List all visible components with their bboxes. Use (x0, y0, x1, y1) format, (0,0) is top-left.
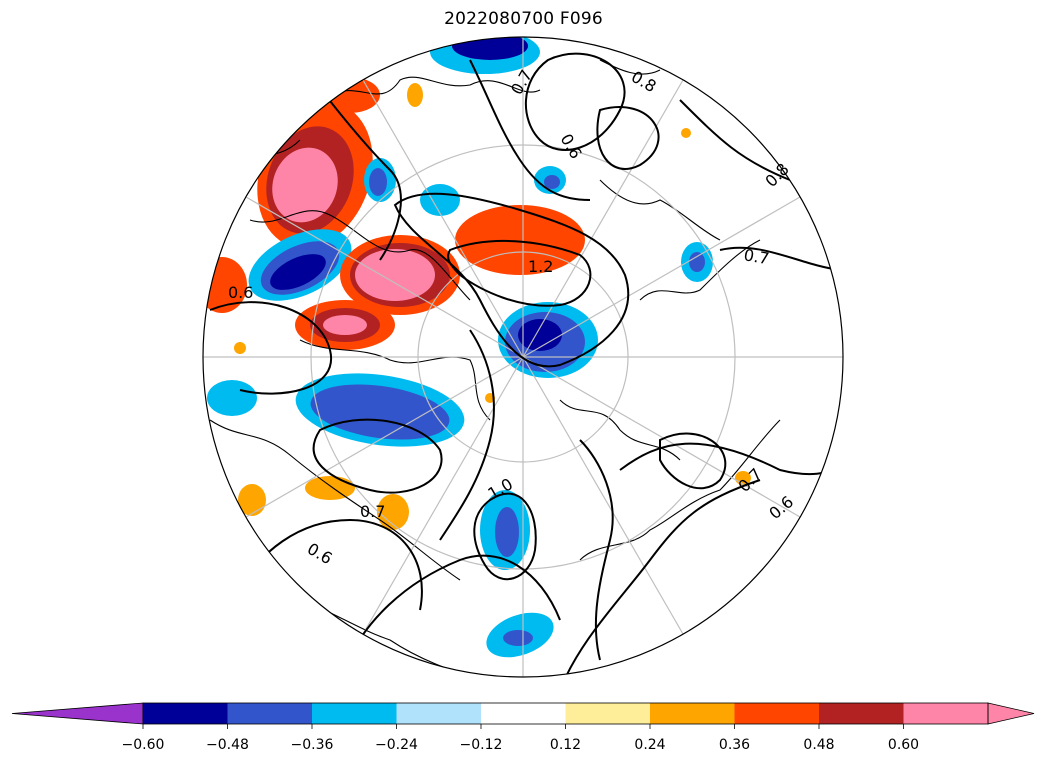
contour-label: 1.2 (528, 257, 553, 276)
colorbar-tick-label: −0.60 (122, 737, 165, 753)
colorbar-tick-label: −0.24 (375, 737, 418, 753)
colorbar-swatch (312, 703, 397, 724)
colorbar-swatch (650, 703, 735, 724)
colorbar-tick-label: 0.48 (803, 737, 834, 753)
colorbar-swatch (819, 703, 904, 724)
colorbar-tick-label: −0.36 (291, 737, 334, 753)
colorbar-swatch (565, 703, 651, 724)
colorbar-under-extension (11, 702, 144, 725)
colorbar-ticks: −0.60 −0.48 −0.36 −0.24 −0.12 0.12 0.24 0.36 0.4… (122, 724, 919, 753)
colorbar-swatch (903, 703, 989, 724)
map-boundary (202, 36, 844, 678)
colorbar-tick-label: 0.12 (550, 737, 581, 753)
colorbar-tick-label: 0.36 (719, 737, 750, 753)
colorbar-swatch (227, 703, 313, 724)
colorbar-tick-label: −0.12 (460, 737, 503, 753)
colorbar-swatch (734, 703, 820, 724)
colorbar-over-extension (987, 702, 1035, 725)
colorbar-swatches (11, 702, 1035, 725)
map-title: 2022080700 F096 (444, 9, 603, 29)
contour-label: 0.7 (360, 502, 385, 521)
polar-map: 0.7 0.8 0.6 0.8 0.7 1.2 1.0 0.7 0.6 0.6 … (202, 36, 844, 678)
contour-label: 0.7 (742, 245, 770, 268)
contour-label: 0.6 (228, 283, 253, 302)
colorbar-tick-label: −0.48 (206, 737, 249, 753)
colorbar-swatch (143, 703, 228, 724)
colorbar-tick-label: 0.60 (888, 737, 919, 753)
colorbar-swatch (481, 703, 566, 724)
colorbar-swatch (396, 703, 482, 724)
colorbar-tick-label: 0.24 (634, 737, 665, 753)
